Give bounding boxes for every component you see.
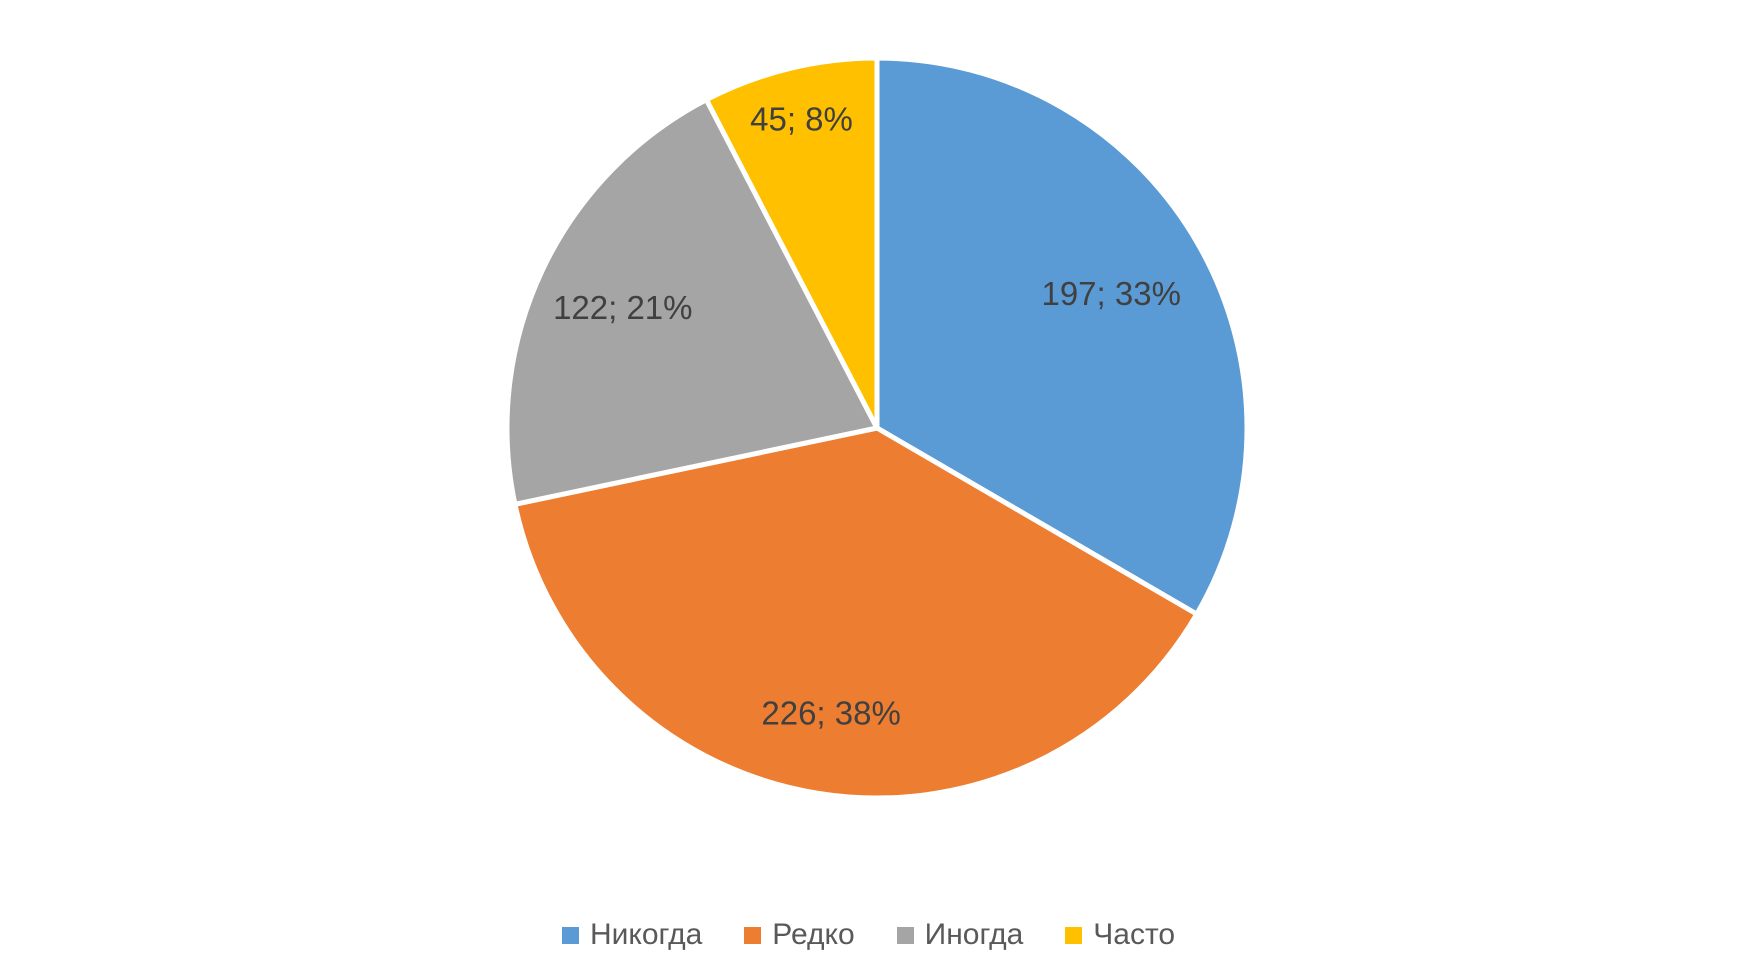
legend-swatch-nikogda (561, 926, 579, 944)
pie-data-label-3: 122; 21% (553, 289, 692, 326)
pie-data-label-2: 226; 38% (761, 694, 900, 731)
pie-slice-2 (512, 425, 1200, 801)
pie-slice-1 (874, 55, 1250, 617)
legend-label-nikogda: Никогда (589, 918, 703, 951)
pie-data-label-1: 197; 33% (1041, 275, 1180, 312)
pie-data-label-4: 45; 8% (750, 100, 853, 137)
pie-slice-3 (504, 97, 880, 507)
legend-swatch-redko (744, 926, 762, 944)
legend-label-chasto: Часто (1093, 918, 1176, 951)
legend-item-chasto: Часто (1065, 918, 1175, 952)
legend-item-redko: Редко (744, 918, 855, 952)
legend-swatch-inogda (896, 926, 914, 944)
legend-label-redko: Редко (772, 918, 855, 951)
legend-item-inogda: Иногда (896, 918, 1024, 952)
pie-slice-4 (703, 55, 880, 431)
legend-swatch-chasto (1065, 926, 1083, 944)
legend-item-nikogda: Никогда (561, 918, 703, 952)
legend-label-inogda: Иногда (924, 918, 1024, 951)
chart-legend: Никогда Редко Иногда Часто (0, 918, 1737, 952)
